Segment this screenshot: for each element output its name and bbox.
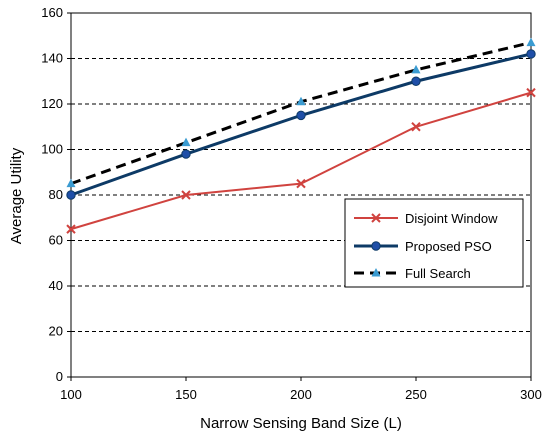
- data-point: [66, 224, 76, 234]
- data-point: [411, 64, 421, 74]
- series-group: [66, 37, 536, 234]
- y-tick-label: 120: [41, 96, 63, 111]
- data-point: [296, 96, 306, 106]
- plot-frame: [70, 12, 532, 378]
- y-tick-labels: 0 20 40 60 80 100 120 140 160: [41, 5, 63, 384]
- series-proposed-pso: [66, 49, 536, 200]
- legend-label: Full Search: [405, 266, 471, 281]
- x-tick-labels: 100 150 200 250 300: [60, 387, 542, 402]
- data-point: [66, 178, 76, 188]
- data-point: [411, 122, 421, 132]
- y-tick-label: 160: [41, 5, 63, 20]
- x-tick-label: 100: [60, 387, 82, 402]
- legend-entry: Proposed PSO: [354, 239, 492, 254]
- legend-label: Disjoint Window: [405, 211, 498, 226]
- data-point: [181, 149, 191, 159]
- data-point: [411, 76, 421, 86]
- data-point: [181, 190, 191, 200]
- legend-entry: Disjoint Window: [354, 211, 498, 226]
- x-tick-label: 250: [405, 387, 427, 402]
- data-point: [181, 137, 191, 147]
- y-tick-label: 60: [49, 233, 63, 248]
- x-tick-label: 200: [290, 387, 312, 402]
- data-point: [66, 190, 76, 200]
- y-axis-title: Average Utility: [8, 147, 25, 244]
- x-tick-label: 150: [175, 387, 197, 402]
- data-point: [526, 37, 536, 47]
- series-disjoint-window: [66, 87, 536, 234]
- legend-marker: [371, 213, 381, 223]
- series-line: [70, 52, 532, 197]
- data-point: [296, 178, 306, 189]
- legend-marker: [371, 268, 381, 277]
- data-point: [526, 87, 536, 98]
- legend: Disjoint Window Proposed PSO Full Search: [344, 198, 524, 288]
- y-tick-label: 40: [49, 278, 63, 293]
- data-point: [526, 49, 536, 59]
- data-point: [296, 110, 306, 121]
- y-tick-label: 0: [56, 369, 63, 384]
- series-full-search: [66, 37, 536, 188]
- x-tick-label: 300: [520, 387, 542, 402]
- legend-marker: [371, 241, 381, 251]
- y-tick-label: 100: [41, 142, 63, 157]
- y-tick-label: 140: [41, 51, 63, 66]
- legend-label: Proposed PSO: [405, 239, 492, 254]
- legend-entry: Full Search: [354, 266, 471, 281]
- axes: [67, 12, 532, 381]
- y-tick-label: 20: [49, 324, 63, 339]
- y-tick-label: 80: [49, 187, 63, 202]
- x-axis-title: Narrow Sensing Band Size (L): [200, 415, 402, 432]
